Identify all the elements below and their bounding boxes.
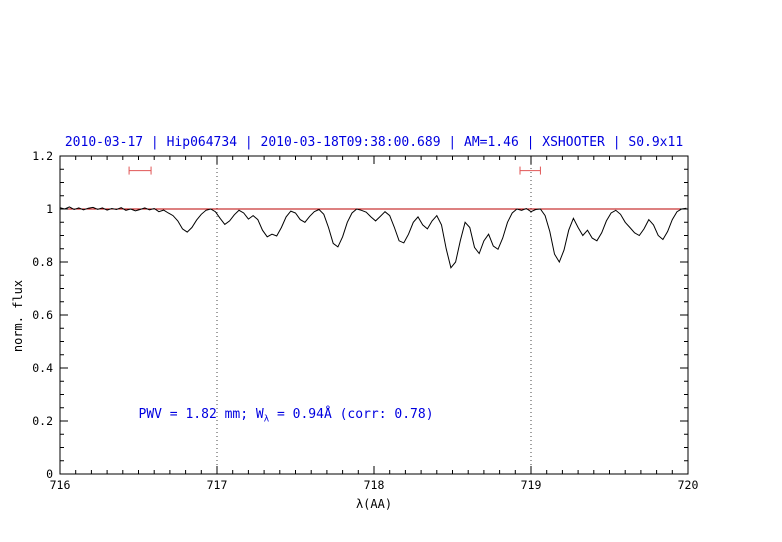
svg-text:0.2: 0.2 <box>32 414 53 428</box>
svg-text:719: 719 <box>521 478 542 492</box>
y-axis-label: norm. flux <box>11 279 25 353</box>
pwv-annotation-suffix: = 0.94Å (corr: 0.78) <box>269 407 434 422</box>
pwv-annotation-prefix: PWV = 1.82 mm; W <box>138 407 264 422</box>
svg-text:0.8: 0.8 <box>32 255 53 269</box>
pwv-annotation-subscript: λ <box>263 414 270 425</box>
svg-text:716: 716 <box>50 478 71 492</box>
plot-title: 2010-03-17 | Hip064734 | 2010-03-18T09:3… <box>64 135 684 150</box>
svg-text:1: 1 <box>46 202 53 216</box>
svg-text:1.2: 1.2 <box>32 149 53 163</box>
pwv-annotation: PWV = 1.82 mm; Wλ = 0.94Å (corr: 0.78) <box>139 407 434 425</box>
svg-text:720: 720 <box>678 478 699 492</box>
x-axis-label: λ(AA) <box>355 497 393 511</box>
svg-text:718: 718 <box>364 478 385 492</box>
svg-text:0.6: 0.6 <box>32 308 53 322</box>
svg-text:717: 717 <box>207 478 228 492</box>
svg-text:0.4: 0.4 <box>32 361 53 375</box>
svg-text:0: 0 <box>46 467 53 481</box>
